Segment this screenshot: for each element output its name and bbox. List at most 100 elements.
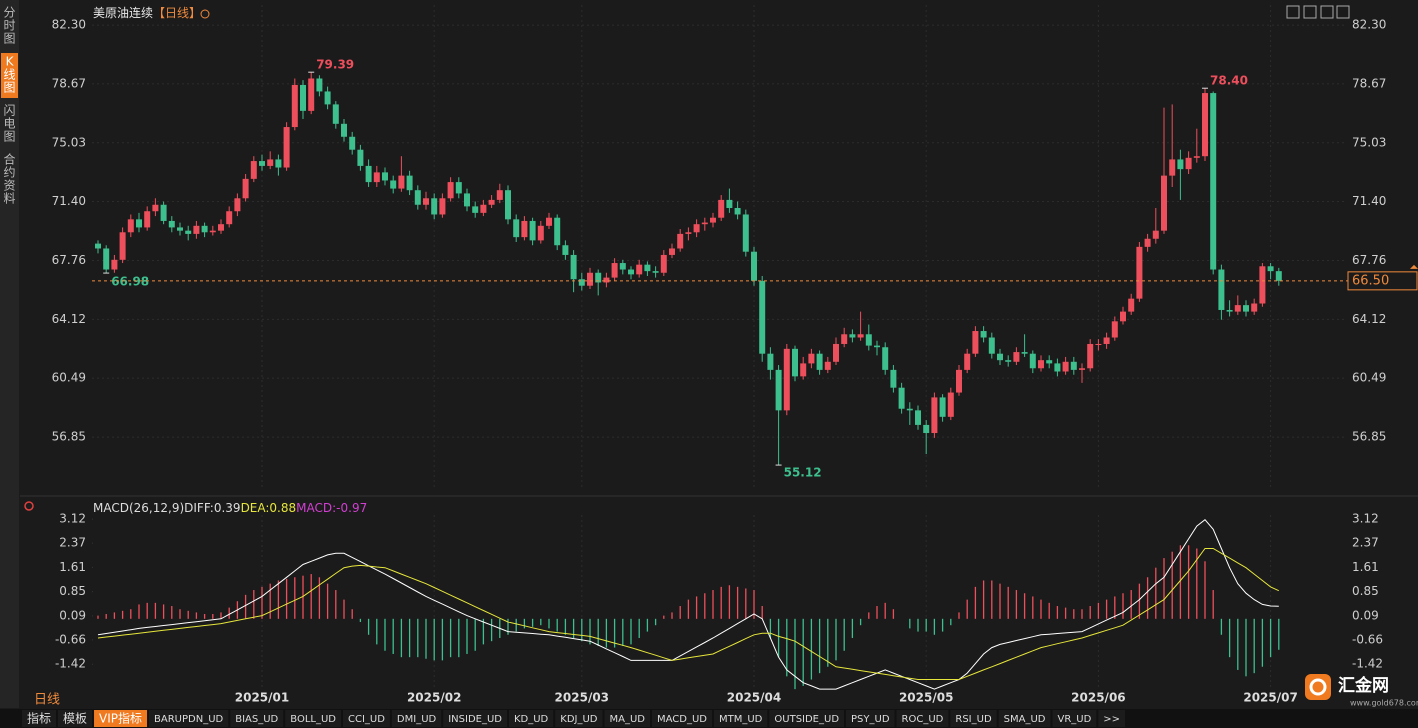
- bottom-tab[interactable]: BARUPDN_UD: [154, 714, 223, 725]
- bottom-tab[interactable]: DMI_UD: [397, 714, 437, 725]
- candle-body: [669, 248, 675, 255]
- side-tab[interactable]: 图: [3, 81, 15, 95]
- bottom-tab[interactable]: MTM_UD: [719, 714, 763, 725]
- macd-y-tick-label: -1.42: [55, 657, 86, 671]
- bottom-tab[interactable]: VR_UD: [1057, 714, 1091, 725]
- bottom-tab-bg[interactable]: [22, 710, 57, 727]
- bottom-tab[interactable]: BOLL_UD: [290, 714, 336, 725]
- bottom-tab-bg[interactable]: [555, 710, 603, 727]
- bottom-tab-bg[interactable]: [998, 710, 1051, 727]
- chart-title: 美原油连续【日线】: [93, 5, 201, 20]
- side-tab[interactable]: 时: [3, 19, 15, 33]
- candle-body: [1243, 305, 1249, 312]
- bottom-tab-bg[interactable]: [391, 710, 442, 727]
- side-tab[interactable]: K: [6, 55, 15, 69]
- candle-body: [201, 225, 208, 233]
- candle-body: [980, 331, 987, 338]
- side-tab[interactable]: 电: [3, 117, 15, 131]
- title: 美原油连续: [93, 5, 153, 20]
- bottom-tab-bg[interactable]: [443, 710, 507, 727]
- bottom-tab-bg[interactable]: [769, 710, 845, 727]
- bottom-tab[interactable]: VIP指标: [99, 711, 142, 726]
- extreme-label: 78.40: [1210, 74, 1248, 88]
- candle-body: [472, 206, 479, 213]
- bottom-tab-bg[interactable]: [508, 710, 554, 727]
- bottom-tab[interactable]: MACD_UD: [657, 714, 707, 725]
- bottom-tab-bg[interactable]: [846, 710, 895, 727]
- macd-y-tick-label: -0.66: [55, 632, 86, 646]
- side-tab[interactable]: 线: [3, 68, 15, 82]
- y2-tick-label: 75.03: [1352, 135, 1386, 149]
- macd-y2-tick-label: 0.09: [1352, 608, 1379, 622]
- candle-body: [300, 84, 306, 111]
- candle-body: [783, 348, 790, 411]
- bottom-tab[interactable]: 指标: [27, 711, 51, 726]
- bottom-tab-bg[interactable]: [230, 710, 284, 727]
- candle-body: [865, 334, 872, 346]
- bottom-tab-bg[interactable]: [285, 710, 341, 727]
- side-tab[interactable]: 图: [3, 32, 15, 46]
- y-tick-label: 71.40: [52, 194, 86, 208]
- candle-body: [439, 198, 446, 215]
- candle-body: [1087, 343, 1094, 369]
- side-tab[interactable]: 资: [3, 179, 15, 193]
- side-tab[interactable]: 约: [3, 165, 15, 180]
- icon[interactable]: [1286, 5, 1300, 19]
- candle-body: [505, 190, 511, 220]
- side-tab[interactable]: 合: [3, 152, 15, 167]
- bottom-tab-bg[interactable]: [94, 710, 148, 727]
- side-tab[interactable]: 分: [3, 6, 15, 20]
- bottom-tab[interactable]: KD_UD: [514, 714, 549, 725]
- bottom-tab[interactable]: PSY_UD: [851, 714, 890, 725]
- candle-body: [136, 219, 142, 228]
- side-tab[interactable]: 图: [3, 130, 15, 144]
- bottom-tab-bg[interactable]: [604, 710, 651, 727]
- icon[interactable]: [1320, 5, 1334, 19]
- bottom-tab-bg[interactable]: [950, 710, 997, 727]
- candle-body: [1177, 159, 1184, 170]
- bottom-tab-bg[interactable]: [896, 710, 949, 727]
- candle-body: [652, 271, 659, 273]
- bottom-tab[interactable]: BIAS_UD: [235, 714, 278, 725]
- candle-body: [316, 78, 323, 92]
- bottom-tab-bg[interactable]: [1098, 710, 1126, 727]
- bottom-tab-bg[interactable]: [714, 710, 768, 727]
- bottom-tab[interactable]: SMA_UD: [1004, 714, 1046, 725]
- candle-body: [759, 280, 766, 354]
- icon[interactable]: [1336, 5, 1350, 19]
- add-icon[interactable]: [200, 9, 210, 19]
- candle-body: [160, 204, 167, 221]
- bottom-tab-bg[interactable]: [652, 710, 712, 727]
- icon[interactable]: [1303, 5, 1317, 19]
- bottom-tab-bg[interactable]: [58, 710, 93, 727]
- bottom-tab[interactable]: >>: [1103, 714, 1120, 725]
- legend-item: MACD(26,12,9): [93, 501, 184, 515]
- candle-body: [570, 254, 577, 280]
- indicator-icon[interactable]: [24, 501, 34, 511]
- bottom-tab[interactable]: 模板: [63, 712, 87, 726]
- candle-body: [677, 233, 684, 249]
- candle-body: [357, 149, 364, 166]
- x-tick-label: 2025/02: [407, 691, 461, 705]
- bottom-tab[interactable]: CCI_UD: [348, 714, 385, 725]
- bottom-tab-bg[interactable]: [149, 710, 229, 727]
- macd-y-tick-label: 0.09: [59, 608, 86, 622]
- bottom-tab[interactable]: INSIDE_UD: [448, 714, 502, 725]
- candle-body: [816, 353, 823, 370]
- candle-body: [1029, 353, 1036, 369]
- side-tab[interactable]: 闪: [3, 104, 15, 118]
- logo: 汇金网 www.gold678.com: [1300, 670, 1418, 708]
- period-tab[interactable]: 日线: [34, 693, 60, 708]
- y-tick-label: 56.85: [52, 430, 86, 444]
- bottom-tab[interactable]: OUTSIDE_UD: [774, 714, 839, 725]
- bottom-tab[interactable]: RSI_UD: [955, 714, 992, 725]
- bottom-tab-bg[interactable]: [1052, 710, 1097, 727]
- candle-body: [1054, 363, 1061, 372]
- side-tab[interactable]: 料: [3, 192, 15, 206]
- candle-body: [1144, 238, 1151, 247]
- bottom-tab[interactable]: ROC_UD: [902, 714, 944, 725]
- bottom-tab-bg[interactable]: [342, 710, 390, 727]
- bottom-tab[interactable]: MA_UD: [610, 714, 646, 725]
- bottom-tab[interactable]: KDJ_UD: [560, 714, 598, 725]
